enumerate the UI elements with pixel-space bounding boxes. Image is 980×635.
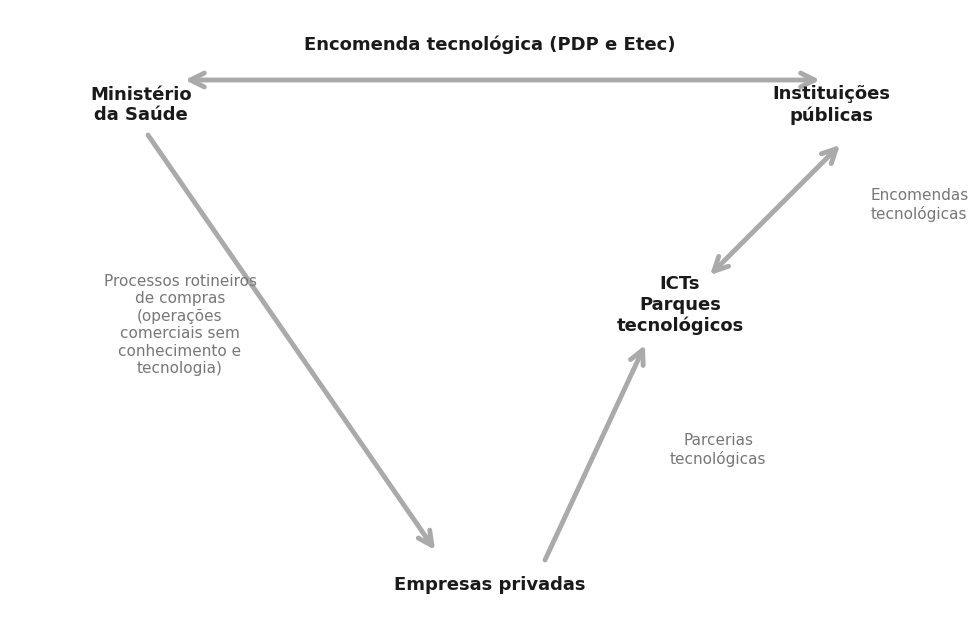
Text: ICTs
Parques
tecnológicos: ICTs Parques tecnológicos: [616, 275, 744, 335]
Text: Instituições
públicas: Instituições públicas: [772, 85, 890, 124]
Text: Encomendas
tecnológicas: Encomendas tecnológicas: [870, 188, 968, 222]
Text: Parcerias
tecnológicas: Parcerias tecnológicas: [670, 433, 766, 467]
Text: Encomenda tecnológica (PDP e Etec): Encomenda tecnológica (PDP e Etec): [304, 36, 676, 54]
Text: Processos rotineiros
de compras
(operações
comerciais sem
conhecimento e
tecnolo: Processos rotineiros de compras (operaçõ…: [104, 274, 257, 376]
Text: Ministério
da Saúde: Ministério da Saúde: [90, 86, 192, 124]
Text: Empresas privadas: Empresas privadas: [394, 576, 586, 594]
